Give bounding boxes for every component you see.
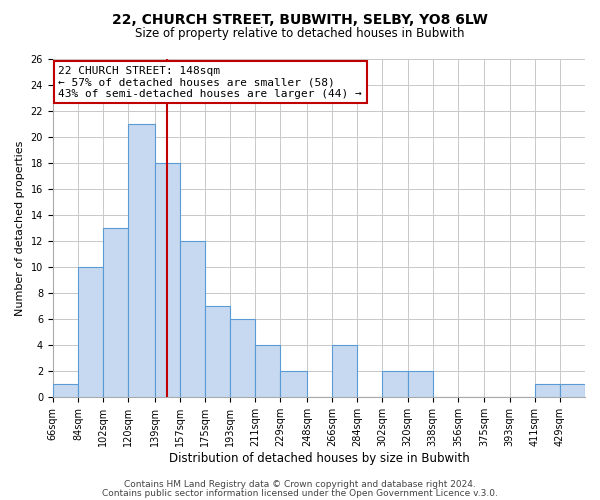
- X-axis label: Distribution of detached houses by size in Bubwith: Distribution of detached houses by size …: [169, 452, 469, 465]
- Text: 22 CHURCH STREET: 148sqm
← 57% of detached houses are smaller (58)
43% of semi-d: 22 CHURCH STREET: 148sqm ← 57% of detach…: [58, 66, 362, 98]
- Bar: [256, 346, 280, 398]
- Y-axis label: Number of detached properties: Number of detached properties: [15, 140, 25, 316]
- Bar: [53, 384, 78, 398]
- Bar: [535, 384, 560, 398]
- Bar: [103, 228, 128, 398]
- Bar: [155, 163, 180, 398]
- Bar: [560, 384, 585, 398]
- Text: Contains HM Land Registry data © Crown copyright and database right 2024.: Contains HM Land Registry data © Crown c…: [124, 480, 476, 489]
- Bar: [332, 346, 358, 398]
- Bar: [78, 267, 103, 398]
- Text: Contains public sector information licensed under the Open Government Licence v.: Contains public sector information licen…: [102, 488, 498, 498]
- Bar: [280, 372, 307, 398]
- Bar: [407, 372, 433, 398]
- Text: 22, CHURCH STREET, BUBWITH, SELBY, YO8 6LW: 22, CHURCH STREET, BUBWITH, SELBY, YO8 6…: [112, 12, 488, 26]
- Bar: [382, 372, 407, 398]
- Bar: [128, 124, 155, 398]
- Bar: [205, 306, 230, 398]
- Text: Size of property relative to detached houses in Bubwith: Size of property relative to detached ho…: [135, 28, 465, 40]
- Bar: [230, 320, 256, 398]
- Bar: [180, 241, 205, 398]
